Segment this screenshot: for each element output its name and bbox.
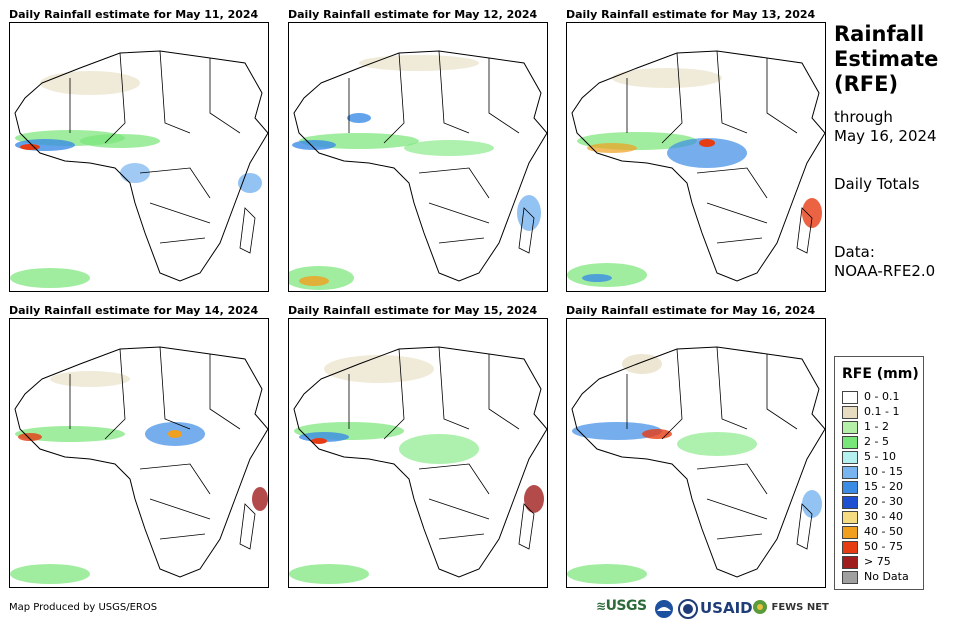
legend-swatch <box>842 451 858 464</box>
legend-label: 20 - 30 <box>864 495 903 508</box>
legend-swatch <box>842 526 858 539</box>
data-source: Data: NOAA-RFE2.0 <box>834 243 935 281</box>
data-source-name: NOAA-RFE2.0 <box>834 262 936 280</box>
legend-label: 50 - 75 <box>864 540 903 553</box>
usaid-logo: USAID <box>700 599 753 617</box>
through-date: May 16, 2024 <box>834 127 937 145</box>
legend-label: 40 - 50 <box>864 525 903 538</box>
panel-title: Daily Rainfall estimate for May 16, 2024 <box>566 304 816 317</box>
panel-title: Daily Rainfall estimate for May 11, 2024 <box>9 8 259 21</box>
legend-label: 0.1 - 1 <box>864 405 900 418</box>
panel-title: Daily Rainfall estimate for May 13, 2024 <box>566 8 816 21</box>
panel-title: Daily Rainfall estimate for May 15, 2024 <box>288 304 538 317</box>
panel-title: Daily Rainfall estimate for May 12, 2024 <box>288 8 538 21</box>
daily-totals: Daily Totals <box>834 175 920 193</box>
usaid-seal-icon <box>678 599 698 619</box>
africa-rainfall-map <box>288 318 548 588</box>
legend-swatch <box>842 541 858 554</box>
legend-label: 2 - 5 <box>864 435 889 448</box>
data-label: Data: <box>834 243 875 261</box>
noaa-icon <box>655 600 673 618</box>
legend-label: 30 - 40 <box>864 510 903 523</box>
title-line-2: Estimate <box>834 47 939 71</box>
usaid-seal <box>678 599 698 623</box>
legend-swatch <box>842 406 858 419</box>
side-title: Rainfall Estimate (RFE) <box>834 22 938 97</box>
legend-swatch <box>842 481 858 494</box>
legend-label: > 75 <box>864 555 891 568</box>
legend-label: 5 - 10 <box>864 450 896 463</box>
legend-label: No Data <box>864 570 909 583</box>
africa-rainfall-map <box>288 22 548 292</box>
map-svg <box>567 346 825 584</box>
legend-swatch <box>842 421 858 434</box>
title-line-3: (RFE) <box>834 72 899 96</box>
legend-swatch <box>842 571 858 584</box>
through-label: through <box>834 108 893 126</box>
legend-title: RFE (mm) <box>842 366 919 382</box>
map-svg <box>289 346 547 584</box>
title-line-1: Rainfall <box>834 22 925 46</box>
panel-title: Daily Rainfall estimate for May 14, 2024 <box>9 304 259 317</box>
fewsnet-text: FEWS NET <box>771 602 829 613</box>
legend-label: 10 - 15 <box>864 465 903 478</box>
map-svg <box>10 50 268 288</box>
credit: Map Produced by USGS/EROS <box>9 602 158 613</box>
legend-swatch <box>842 466 858 479</box>
usgs-logo: ≋USGS <box>596 598 647 614</box>
legend-label: 0 - 0.1 <box>864 390 900 403</box>
map-svg <box>289 50 547 290</box>
usgs-text: USGS <box>605 598 648 614</box>
legend-swatch <box>842 556 858 569</box>
legend-swatch <box>842 436 858 449</box>
legend-swatch <box>842 391 858 404</box>
legend-swatch <box>842 511 858 524</box>
africa-rainfall-map <box>9 318 269 588</box>
map-svg <box>10 346 268 584</box>
legend-swatch <box>842 496 858 509</box>
through-text: through May 16, 2024 <box>834 108 937 146</box>
africa-rainfall-map <box>566 22 826 292</box>
africa-rainfall-map <box>9 22 269 292</box>
legend-label: 15 - 20 <box>864 480 903 493</box>
fewsnet-icon <box>753 600 767 614</box>
noaa-logo <box>654 599 674 623</box>
legend: RFE (mm) 0 - 0.1 0.1 - 1 1 - 2 2 - 5 5 - 10 1… <box>834 356 924 590</box>
legend-label: 1 - 2 <box>864 420 889 433</box>
africa-rainfall-map <box>566 318 826 588</box>
usgs-icon: ≋ <box>596 599 606 613</box>
fewsnet-logo: FEWS NET <box>752 599 829 615</box>
map-svg <box>567 50 825 287</box>
